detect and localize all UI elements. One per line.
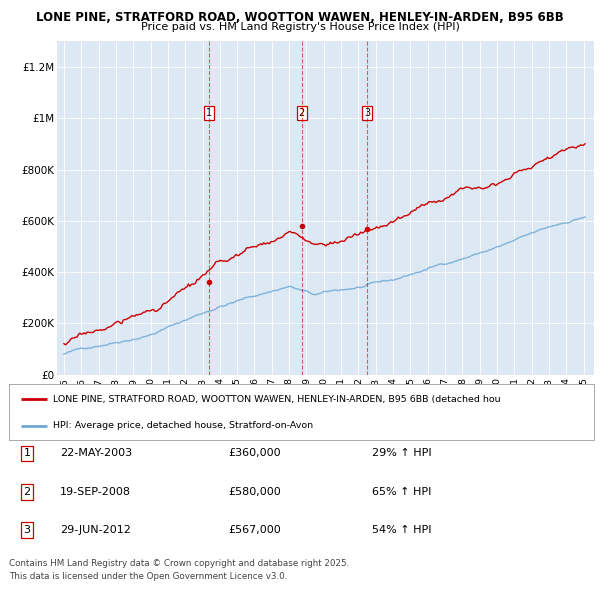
Text: £567,000: £567,000 (228, 525, 281, 535)
Text: LONE PINE, STRATFORD ROAD, WOOTTON WAWEN, HENLEY-IN-ARDEN, B95 6BB (detached hou: LONE PINE, STRATFORD ROAD, WOOTTON WAWEN… (53, 395, 500, 404)
Text: 19-SEP-2008: 19-SEP-2008 (60, 487, 131, 497)
Text: £360,000: £360,000 (228, 448, 281, 458)
Text: 22-MAY-2003: 22-MAY-2003 (60, 448, 132, 458)
Text: 3: 3 (364, 108, 370, 118)
Text: 29% ↑ HPI: 29% ↑ HPI (372, 448, 431, 458)
Text: 65% ↑ HPI: 65% ↑ HPI (372, 487, 431, 497)
Text: 2: 2 (23, 487, 31, 497)
Text: LONE PINE, STRATFORD ROAD, WOOTTON WAWEN, HENLEY-IN-ARDEN, B95 6BB: LONE PINE, STRATFORD ROAD, WOOTTON WAWEN… (36, 11, 564, 24)
Text: This data is licensed under the Open Government Licence v3.0.: This data is licensed under the Open Gov… (9, 572, 287, 581)
Text: £580,000: £580,000 (228, 487, 281, 497)
Text: 54% ↑ HPI: 54% ↑ HPI (372, 525, 431, 535)
Text: 1: 1 (23, 448, 31, 458)
Text: 1: 1 (206, 108, 212, 118)
Text: Price paid vs. HM Land Registry's House Price Index (HPI): Price paid vs. HM Land Registry's House … (140, 22, 460, 32)
Text: 3: 3 (23, 525, 31, 535)
Text: 2: 2 (298, 108, 305, 118)
Text: Contains HM Land Registry data © Crown copyright and database right 2025.: Contains HM Land Registry data © Crown c… (9, 559, 349, 568)
Text: HPI: Average price, detached house, Stratford-on-Avon: HPI: Average price, detached house, Stra… (53, 421, 313, 430)
Text: 29-JUN-2012: 29-JUN-2012 (60, 525, 131, 535)
